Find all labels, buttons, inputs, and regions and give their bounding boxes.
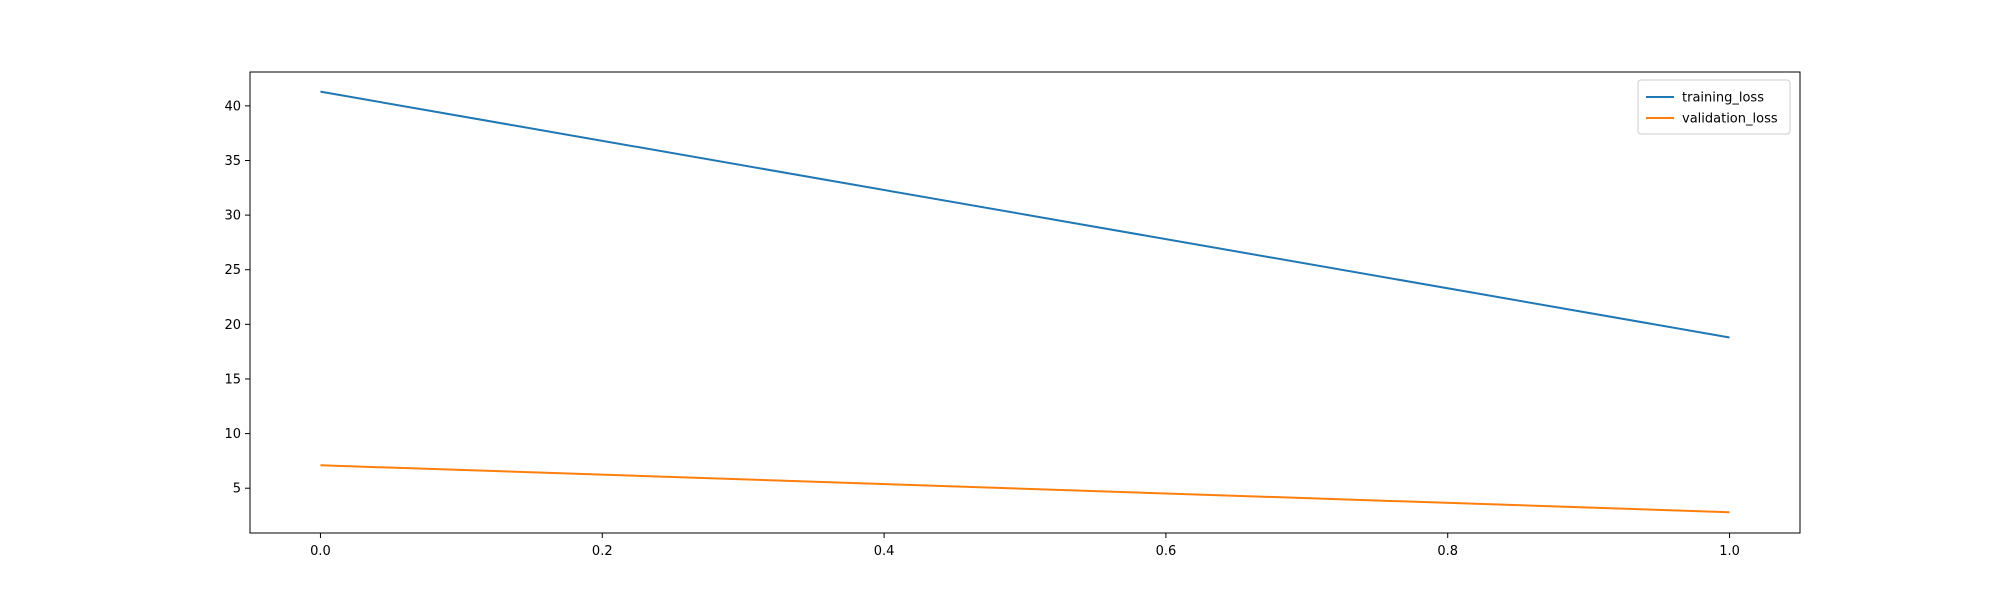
- y-tick-label: 15: [224, 372, 241, 387]
- legend: training_loss validation_loss: [1637, 79, 1791, 135]
- x-tick-label: 1.0: [1719, 544, 1740, 559]
- axes-frame: [249, 71, 1801, 534]
- plot-lines: [320, 90, 1730, 514]
- legend-label-training-loss: training_loss: [1682, 91, 1764, 106]
- y-tick-label: 25: [224, 263, 241, 278]
- y-tick-label: 30: [224, 209, 241, 224]
- series-line-training-loss: [320, 90, 1730, 339]
- x-tick-label: 0.6: [1156, 544, 1177, 559]
- x-tick-label: 0.0: [310, 544, 331, 559]
- legend-label-validation-loss: validation_loss: [1682, 112, 1778, 127]
- y-tick-label: 5: [233, 482, 241, 497]
- legend-box: [1637, 79, 1791, 135]
- x-tick-label: 0.4: [874, 544, 895, 559]
- x-tick-label: 0.2: [592, 544, 613, 559]
- x-tick-label: 0.8: [1437, 544, 1458, 559]
- y-tick-label: 20: [224, 318, 241, 333]
- y-tick-label: 10: [224, 427, 241, 442]
- y-tick-label: 40: [224, 99, 241, 114]
- series-line-validation-loss: [320, 464, 1730, 514]
- y-tick-label: 35: [224, 154, 241, 169]
- y-axis: 5 10 15 20 25 30 35 40: [224, 99, 250, 497]
- x-axis: 0.0 0.2 0.4 0.6 0.8 1.0: [310, 533, 1740, 559]
